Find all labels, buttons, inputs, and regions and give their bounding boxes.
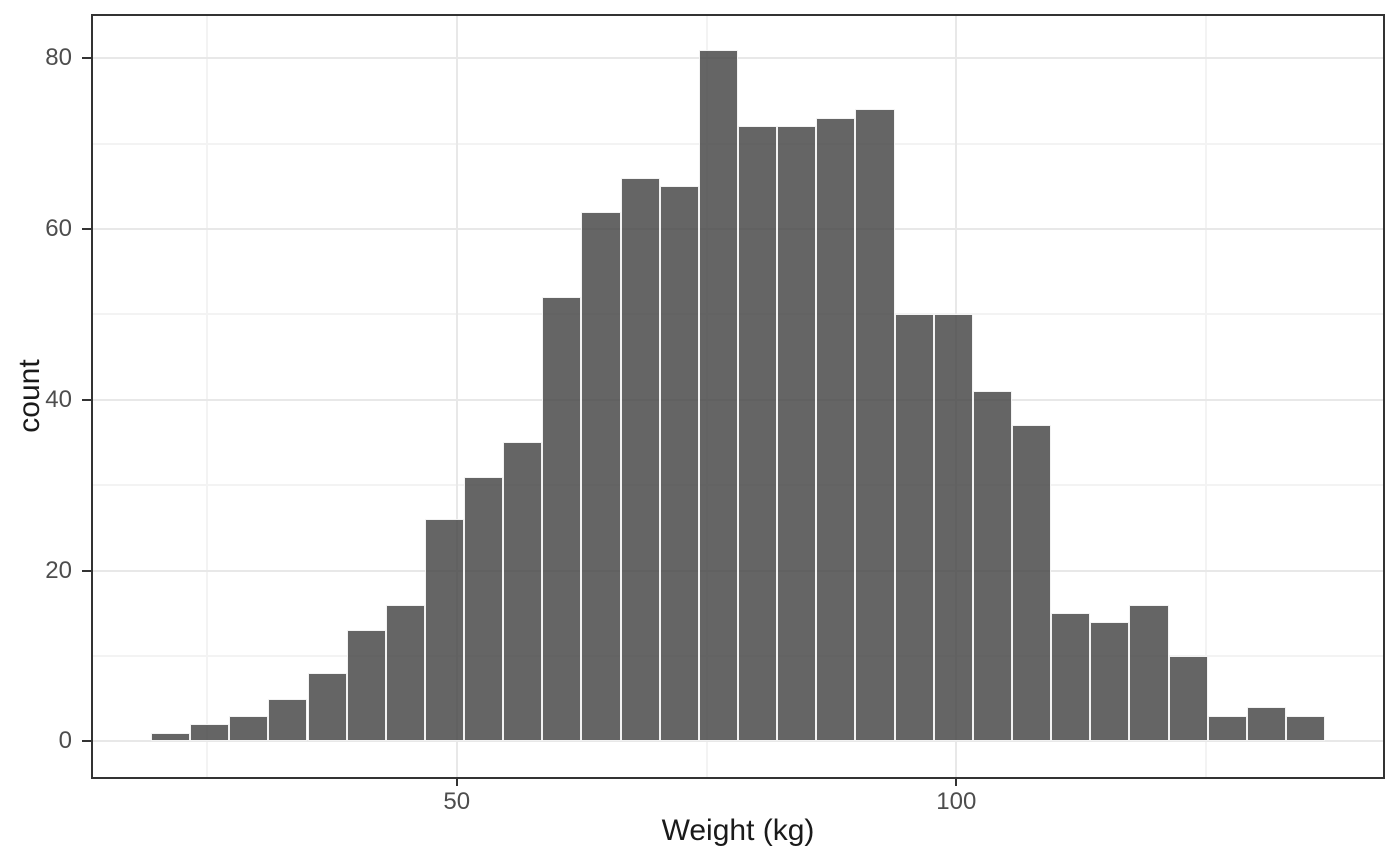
histogram-bar: [933, 314, 973, 742]
histogram-bar: [1090, 621, 1130, 742]
plot-panel: [92, 15, 1384, 778]
histogram-bar: [268, 698, 308, 742]
x-tick-mark: [455, 778, 458, 786]
histogram-bar: [190, 724, 230, 742]
x-minor-gridline: [1205, 15, 1208, 778]
histogram-bar: [1246, 707, 1286, 742]
histogram-bar: [424, 519, 465, 742]
x-tick-label: 50: [443, 788, 471, 815]
y-major-gridline: [92, 740, 1384, 743]
histogram-bar: [1051, 613, 1091, 742]
y-tick-label: 40: [45, 385, 72, 413]
y-tick-mark: [82, 57, 92, 60]
y-tick-mark: [82, 569, 92, 572]
histogram-bar: [581, 211, 621, 742]
histogram-bar: [150, 732, 191, 742]
histogram-bar: [464, 476, 504, 742]
histogram-bar: [777, 126, 817, 742]
y-tick-label: 80: [45, 44, 72, 72]
histogram-bar: [503, 442, 543, 742]
histogram-bar: [894, 314, 934, 742]
histogram-bar: [855, 109, 895, 742]
y-tick-mark: [82, 740, 92, 743]
histogram-bar: [385, 604, 425, 742]
histogram-bar: [698, 49, 739, 742]
histogram-bar: [346, 630, 386, 742]
y-tick-label: 20: [45, 556, 72, 584]
histogram-bar: [816, 117, 856, 742]
x-tick-mark: [955, 778, 958, 786]
x-minor-gridline: [205, 15, 208, 778]
histogram-bar: [738, 126, 778, 742]
x-major-gridline: [455, 15, 458, 778]
histogram-bar: [1012, 425, 1052, 742]
x-tick-label: 100: [936, 788, 977, 815]
y-tick-mark: [82, 398, 92, 401]
y-axis-title: count: [13, 359, 46, 433]
histogram-bar: [307, 673, 347, 742]
histogram-bar: [542, 297, 582, 742]
histogram-bar: [972, 391, 1012, 742]
x-axis-title: Weight (kg): [661, 814, 815, 847]
histogram-bar: [1129, 604, 1169, 742]
y-tick-mark: [82, 227, 92, 230]
y-tick-label: 0: [58, 727, 72, 755]
histogram-bar: [1286, 715, 1326, 742]
histogram-bar: [1168, 655, 1208, 742]
histogram-bar: [1207, 715, 1247, 742]
histogram-bar: [620, 177, 660, 742]
histogram-bar: [229, 715, 269, 742]
histogram-bar: [659, 186, 699, 742]
y-tick-label: 60: [45, 214, 72, 242]
